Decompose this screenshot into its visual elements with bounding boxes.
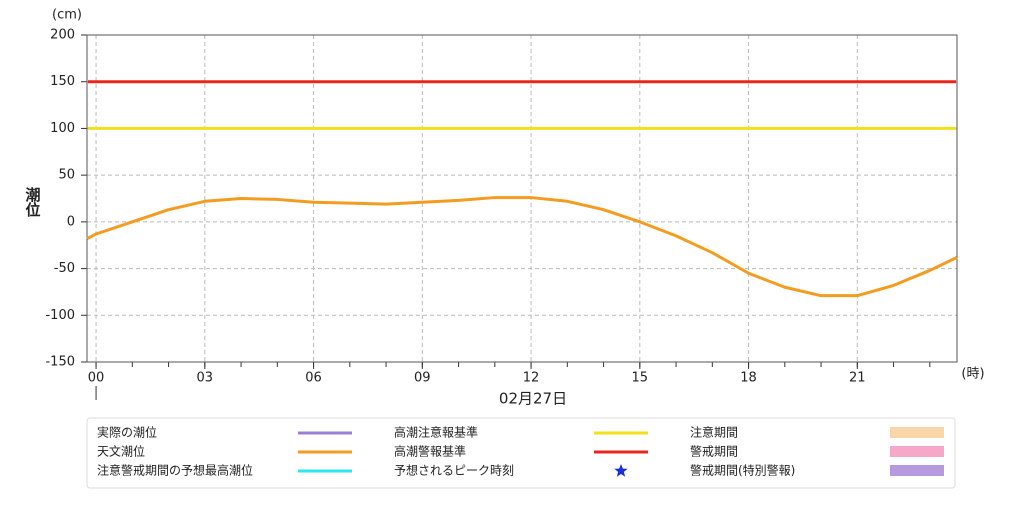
tide-line bbox=[86, 196, 958, 298]
y-axis-label: 潮位 bbox=[24, 186, 42, 217]
x-tick-label: 18 bbox=[740, 371, 757, 386]
y-tick-label: 50 bbox=[58, 168, 75, 183]
y-tick-label: -150 bbox=[45, 355, 75, 370]
y-tick-label: -100 bbox=[45, 308, 75, 323]
legend-label: 高潮注意報基準 bbox=[394, 425, 478, 440]
x-tick-label: 21 bbox=[849, 371, 866, 386]
legend-label: 警戒期間 bbox=[690, 444, 738, 459]
x-unit: (時) bbox=[961, 367, 984, 382]
legend-label: 高潮警報基準 bbox=[394, 444, 466, 459]
y-tick-label: 100 bbox=[50, 121, 75, 136]
legend-label: 注意警戒期間の予想最高潮位 bbox=[97, 463, 253, 478]
legend-swatch bbox=[614, 464, 628, 477]
legend-box bbox=[86, 417, 956, 489]
y-tick-label: 200 bbox=[50, 28, 75, 43]
y-tick-label: 0 bbox=[67, 214, 75, 229]
y-tick-label: -50 bbox=[54, 261, 75, 276]
x-tick-label: 15 bbox=[632, 371, 649, 386]
y-tick-label: 150 bbox=[50, 74, 75, 89]
legend-swatch bbox=[890, 446, 944, 457]
x-tick-label: 03 bbox=[197, 371, 214, 386]
legend-label: 実際の潮位 bbox=[97, 425, 157, 440]
y-unit: (cm) bbox=[52, 8, 82, 23]
x-tick-label: 12 bbox=[523, 371, 540, 386]
x-tick-label: 09 bbox=[414, 371, 431, 386]
x-tick-label: 00 bbox=[88, 371, 105, 386]
legend-swatch bbox=[890, 465, 944, 476]
x-axis-label: 02月27日 bbox=[499, 390, 567, 408]
x-tick-label: 06 bbox=[305, 371, 322, 386]
legend-swatch bbox=[890, 427, 944, 438]
plot-frame bbox=[86, 34, 958, 363]
legend-label: 注意期間 bbox=[690, 425, 738, 440]
legend-label: 警戒期間(特別警報) bbox=[690, 463, 795, 478]
legend-label: 天文潮位 bbox=[97, 444, 145, 459]
legend-label: 予想されるピーク時刻 bbox=[394, 463, 514, 478]
